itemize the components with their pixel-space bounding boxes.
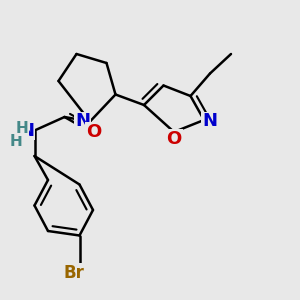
Text: O: O [167,130,182,148]
Text: N: N [20,122,34,140]
Text: H: H [10,134,22,148]
Text: H: H [16,121,28,136]
Text: N: N [75,112,90,130]
Text: Br: Br [64,264,85,282]
Text: N: N [202,112,217,130]
Text: O: O [86,123,101,141]
